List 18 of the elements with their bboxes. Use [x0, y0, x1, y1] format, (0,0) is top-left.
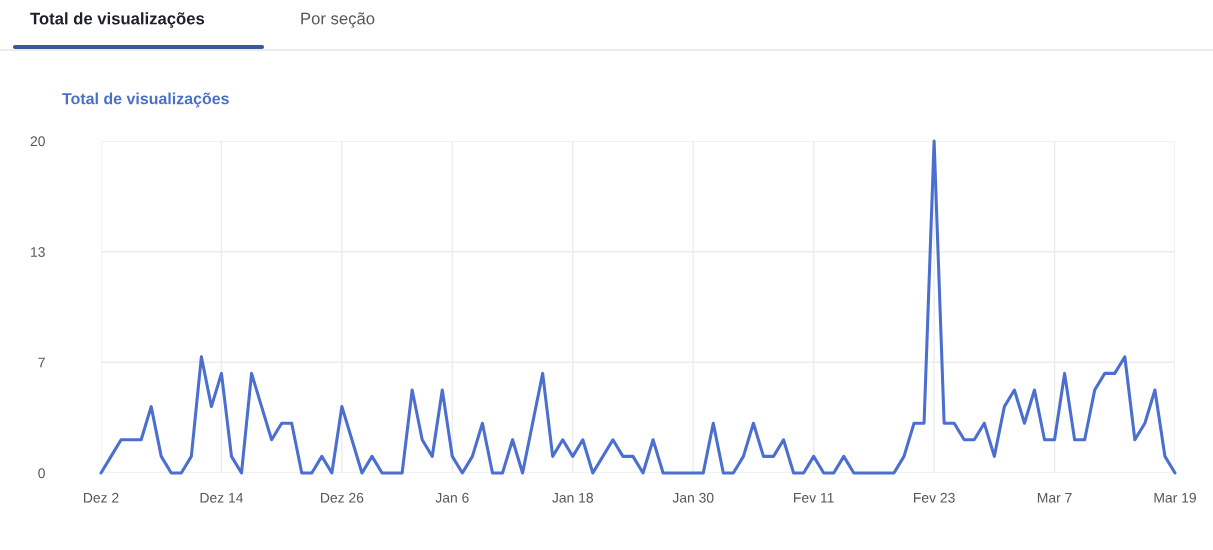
text: Total de visualizações: [30, 12, 205, 28]
x-tick-label: Mar 7: [1037, 492, 1072, 503]
x-tick-label: Dez 26: [321, 492, 364, 503]
x-tick-label: Dez 14: [200, 492, 244, 503]
text: Por seção: [301, 12, 375, 28]
y-tick-label: 13: [31, 247, 45, 257]
y-tick-label: 0: [38, 468, 45, 479]
x-tick-label: Dez 2: [84, 492, 119, 503]
y-tick-label: 20: [30, 136, 45, 147]
x-tick-label: Jan 6: [435, 492, 469, 503]
x-tick-label: Fev 11: [794, 492, 834, 503]
line-series: [99, 139, 1177, 475]
y-tick-label: 7: [38, 357, 45, 368]
x-tick-label: Fev 23: [914, 492, 955, 503]
x-tick-label: Mar 19: [1154, 492, 1196, 503]
x-tick-label: Jan 18: [552, 492, 593, 503]
chart-title: Total de visualizações: [62, 92, 229, 108]
x-tick-label: Jan 30: [672, 492, 714, 503]
